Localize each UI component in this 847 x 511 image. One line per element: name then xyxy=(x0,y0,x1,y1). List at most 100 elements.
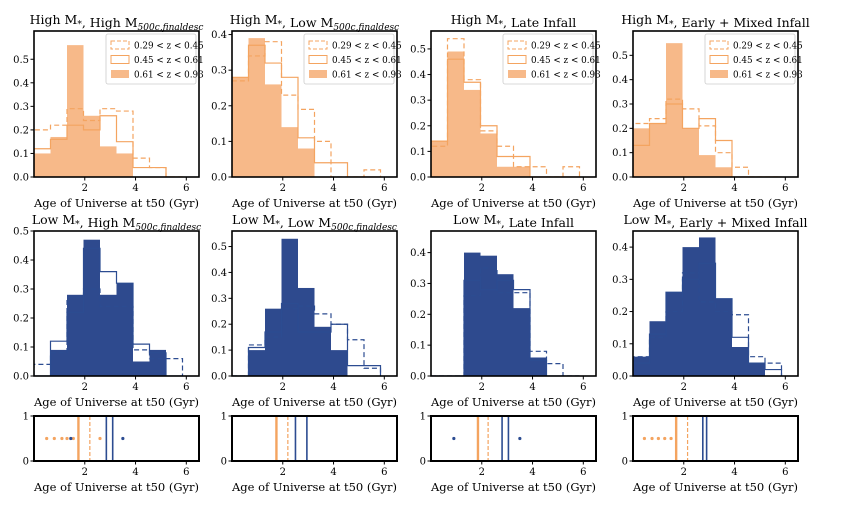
median-dot-orange xyxy=(663,436,667,441)
strip-axes: 2 4 6 0 1 Age of Universe at t50 (Gyr) xyxy=(622,412,798,495)
legend-swatch-filled xyxy=(309,70,327,78)
panel-axes: 2 4 6 0.0 0.1 0.2 0.3 0.4 0.5 Age of Universe at … xyxy=(211,242,397,409)
y-tick-label: 0.2 xyxy=(612,307,628,318)
hist-bar-filled xyxy=(447,51,464,177)
histogram-panel xyxy=(430,230,597,377)
hist-bar-filled xyxy=(649,321,666,376)
y-tick-label: 0.1 xyxy=(612,148,628,159)
x-tick-label: 4 xyxy=(132,382,138,393)
y-tick-label: 0.1 xyxy=(410,341,426,352)
x-tick-label: 6 xyxy=(580,382,586,393)
plot-area xyxy=(232,238,382,376)
y-tick-label: 0.2 xyxy=(211,101,227,112)
hist-bar-filled xyxy=(281,127,298,177)
hist-bar-filled xyxy=(314,326,331,376)
median-dot-orange xyxy=(65,436,69,441)
x-tick-label: 4 xyxy=(529,467,535,478)
legend-swatch-step xyxy=(709,55,729,64)
x-axis-label: Age of Universe at t50 (Gyr) xyxy=(632,395,798,409)
legend-label: 0.45 < z < 0.61 xyxy=(733,56,803,66)
axes-frame xyxy=(231,30,398,178)
x-tick-label: 6 xyxy=(381,467,387,478)
hist-bar-filled xyxy=(50,136,67,177)
median-dot-orange xyxy=(669,436,673,441)
y-tick-label: 0.3 xyxy=(13,285,29,296)
x-tick-label: 4 xyxy=(529,382,535,393)
y-tick-label: 0.0 xyxy=(13,372,29,383)
y-tick-label: 0.4 xyxy=(612,243,628,254)
panel-title: Low M*, High M500c,finaldesc xyxy=(32,212,201,233)
hist-bar-filled xyxy=(298,148,315,177)
strip-axes: 2 4 6 0 1 Age of Universe at t50 (Gyr) xyxy=(221,412,397,495)
legend-label: 0.45 < z < 0.61 xyxy=(531,56,601,66)
y-tick-label: 0.3 xyxy=(410,279,426,290)
y-tick-label: 1 xyxy=(420,412,426,423)
panel-axes: 2 4 6 0.0 0.1 0.2 0.3 0.4 0.5 Age of Universe at … xyxy=(612,51,798,210)
y-tick-label: 0.1 xyxy=(211,346,227,357)
median-dot-blue xyxy=(452,436,456,441)
panel-title-text: Low M*, Late Infall xyxy=(453,212,574,230)
y-tick-label: 0 xyxy=(622,457,628,468)
x-tick-label: 2 xyxy=(681,183,687,194)
y-tick-label: 0.0 xyxy=(612,173,628,184)
hist-bar-filled xyxy=(682,128,699,177)
axes-frame xyxy=(632,230,799,377)
panel-title: Low M*, Low M500c,finaldesc xyxy=(232,212,397,233)
y-tick-label: 0.4 xyxy=(612,75,628,86)
hist-bar-filled xyxy=(649,123,666,177)
legend-label: 0.61 < z < 0.93 xyxy=(531,71,601,81)
hist-bar-filled xyxy=(715,167,732,177)
panel-axes: 2 4 6 0.0 0.1 0.2 0.3 0.4 Age of Universe at t50… xyxy=(612,243,798,409)
legend-swatch-dashed xyxy=(110,40,130,50)
hist-bar-filled xyxy=(83,115,100,177)
hist-step-solid xyxy=(633,262,783,376)
panel-title: High M*, Early + Mixed Infall xyxy=(621,12,810,30)
hist-bar-filled xyxy=(530,357,547,376)
y-tick-label: 0.4 xyxy=(211,30,227,41)
hist-bar-filled xyxy=(67,45,84,177)
hist-bar-filled xyxy=(248,350,265,376)
y-tick-label: 0.3 xyxy=(211,294,227,305)
hist-step-dashed xyxy=(633,98,782,177)
y-tick-label: 0.3 xyxy=(612,275,628,286)
y-tick-label: 1 xyxy=(622,412,628,423)
x-tick-label: 6 xyxy=(782,382,788,393)
y-tick-label: 1 xyxy=(23,412,29,423)
median-dot-orange xyxy=(60,436,64,441)
hist-bar-filled xyxy=(281,238,298,376)
legend-swatch-step xyxy=(507,55,527,64)
hist-bar-filled xyxy=(480,133,497,177)
legend-label: 0.45 < z < 0.61 xyxy=(134,56,204,66)
hist-bar-filled xyxy=(480,255,497,376)
panel-axes: 2 4 6 0.0 0.1 0.2 0.3 0.4 Age of Universe at t50… xyxy=(211,30,397,210)
hist-step-dashed xyxy=(34,288,184,376)
x-tick-label: 2 xyxy=(479,467,485,478)
hist-bar-filled xyxy=(265,308,282,376)
hist-bar-filled xyxy=(748,363,765,376)
x-axis-label: Age of Universe at t50 (Gyr) xyxy=(33,395,199,409)
x-tick-label: 4 xyxy=(132,183,138,194)
y-tick-label: 0.0 xyxy=(13,173,29,184)
axes-frame xyxy=(430,30,597,178)
y-tick-label: 0.1 xyxy=(612,339,628,350)
plot-area xyxy=(633,237,783,376)
legend: 0.29 < z < 0.45 0.45 < z < 0.61 0.61 < z <… xyxy=(105,33,204,85)
legend-label: 0.29 < z < 0.45 xyxy=(733,42,803,52)
y-tick-label: 0.4 xyxy=(410,70,426,81)
strip-frame xyxy=(632,415,799,462)
median-dot-orange xyxy=(656,436,660,441)
y-tick-label: 0.4 xyxy=(13,256,29,267)
legend-label: 0.29 < z < 0.45 xyxy=(134,42,204,52)
x-tick-label: 2 xyxy=(82,382,88,393)
y-tick-label: 0.5 xyxy=(410,44,426,55)
legend-label: 0.61 < z < 0.93 xyxy=(332,71,402,81)
x-tick-label: 4 xyxy=(731,382,737,393)
hist-bar-filled xyxy=(464,252,481,376)
hist-bar-filled xyxy=(100,146,117,177)
y-tick-label: 0.2 xyxy=(410,310,426,321)
x-tick-label: 4 xyxy=(731,183,737,194)
panel-axes: 2 4 6 0.0 0.1 0.2 0.3 0.4 0.5 Age of Universe at … xyxy=(410,44,596,210)
axes-frame xyxy=(33,230,200,377)
axes-frame xyxy=(430,230,597,377)
